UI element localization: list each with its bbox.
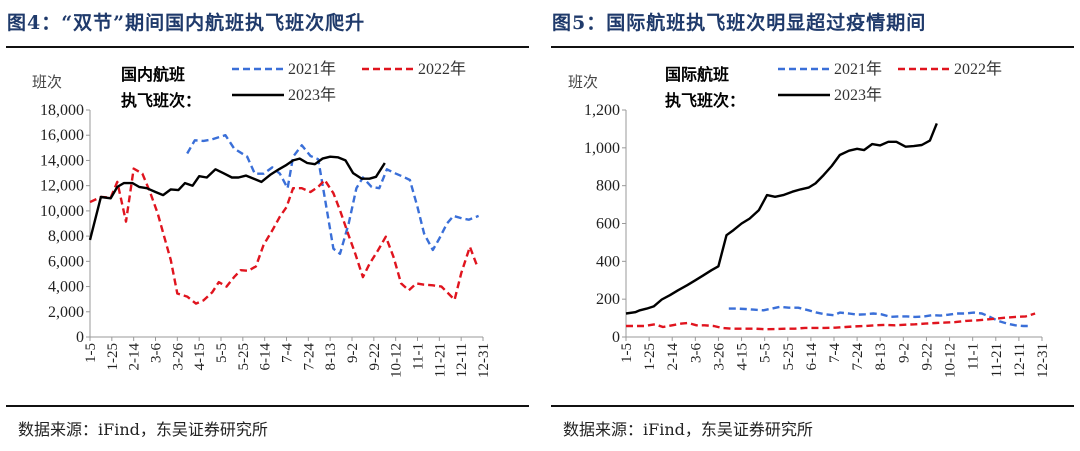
x-tick-label: 1-25 xyxy=(105,343,121,371)
figure-title: 图4：“双节”期间国内航班执飞班次爬升 xyxy=(7,12,366,34)
x-tick-label: 6-14 xyxy=(804,343,820,371)
x-tick-label: 9-2 xyxy=(896,343,912,363)
legend-title: 执飞班次： xyxy=(665,91,745,110)
y-axis-label: 班次 xyxy=(32,74,62,91)
figure-4-panel: 图4：“双节”期间国内航班执飞班次爬升 0 2,000 4,000 6,000 8,00… xyxy=(0,0,535,451)
x-tick-label: 1-25 xyxy=(642,343,658,371)
y-tick-label: 400 xyxy=(596,253,620,270)
x-tick-label: 2-14 xyxy=(665,343,681,371)
legend-label: 2021年 xyxy=(288,60,336,78)
y-tick-label: 8,000 xyxy=(48,228,84,245)
domestic-flights-chart: 0 2,000 4,000 6,000 8,000 10,000 12,000 14,000 1… xyxy=(32,60,492,378)
legend-label: 2023年 xyxy=(834,86,882,104)
y-tick-label: 16,000 xyxy=(40,127,84,144)
y-tick-label: 18,000 xyxy=(40,102,84,119)
top-rule xyxy=(551,46,1074,48)
y-tick-label: 0 xyxy=(76,329,84,346)
y-tick-label: 1,000 xyxy=(584,140,620,157)
y-tick-label: 1,200 xyxy=(584,102,620,119)
legend-label: 2022年 xyxy=(954,60,1002,78)
legend-label: 2021年 xyxy=(834,60,882,78)
x-tick-label: 4-15 xyxy=(192,343,208,371)
x-tick-label: 11-21 xyxy=(989,343,1005,377)
x-tick-label: 11-21 xyxy=(432,343,448,377)
y-axis-label: 班次 xyxy=(568,74,598,91)
x-tick-label: 9-22 xyxy=(919,343,935,371)
x-tick-label: 3-6 xyxy=(688,343,704,363)
series-line-2021 xyxy=(186,134,480,255)
x-tick-label: 7-4 xyxy=(280,343,296,363)
bottom-rule xyxy=(6,405,529,407)
x-tick-label: 10-12 xyxy=(389,343,405,378)
x-tick-label: 3-26 xyxy=(170,343,186,371)
x-tick-label: 10-12 xyxy=(943,343,959,378)
legend-label: 2022年 xyxy=(418,60,466,78)
y-tick-label: 6,000 xyxy=(48,253,84,270)
x-tick-label: 5-5 xyxy=(758,343,774,363)
legend-title: 国内航班 xyxy=(121,65,185,84)
legend-title: 执飞班次： xyxy=(121,91,201,110)
y-tick-label: 800 xyxy=(596,178,620,195)
y-tick-label: 600 xyxy=(596,216,620,233)
x-tick-label: 1-5 xyxy=(83,343,99,363)
x-tick-label: 6-14 xyxy=(258,343,274,371)
series-line-2023 xyxy=(625,122,938,315)
x-tick-label: 8-13 xyxy=(873,343,889,371)
source-note: 数据来源：iFind，东吴证券研究所 xyxy=(18,420,268,439)
international-flights-chart: 0 200 400 600 800 1,000 1,200 1-5 1-25 2-14 3-6 3-2… xyxy=(568,60,1051,378)
source-note: 数据来源：iFind，东吴证券研究所 xyxy=(563,420,813,439)
x-tick-label: 12-31 xyxy=(476,343,492,378)
x-tick-label: 7-24 xyxy=(850,343,866,371)
x-tick-label: 5-25 xyxy=(236,343,252,371)
series-line-2022 xyxy=(626,312,1036,331)
series-line-2021 xyxy=(728,305,1032,328)
figure-5-panel: 图5：国际航班执飞班次明显超过疫情期间 0 200 400 600 800 1,000 1,… xyxy=(545,0,1080,451)
top-rule xyxy=(6,46,529,48)
y-tick-label: 12,000 xyxy=(40,178,84,195)
x-tick-label: 3-26 xyxy=(711,343,727,371)
legend-label: 2023年 xyxy=(288,86,336,104)
x-tick-label: 12-11 xyxy=(1012,343,1028,377)
y-tick-label: 14,000 xyxy=(40,152,84,169)
bottom-rule xyxy=(551,405,1074,407)
x-tick-label: 7-24 xyxy=(301,343,317,371)
x-tick-label: 7-4 xyxy=(827,343,843,363)
x-tick-label: 9-2 xyxy=(345,343,361,363)
x-tick-label: 12-11 xyxy=(454,343,470,377)
x-tick-label: 5-25 xyxy=(781,343,797,371)
y-tick-label: 200 xyxy=(596,291,620,308)
x-tick-label: 5-5 xyxy=(214,343,230,363)
x-tick-label: 12-31 xyxy=(1035,343,1051,378)
figure-title: 图5：国际航班执飞班次明显超过疫情期间 xyxy=(552,12,927,34)
x-tick-label: 3-6 xyxy=(149,343,165,363)
series-line-2022 xyxy=(89,167,479,305)
y-tick-label: 0 xyxy=(612,329,620,346)
y-tick-label: 10,000 xyxy=(40,203,84,220)
x-tick-label: 4-15 xyxy=(735,343,751,371)
x-tick-label: 11-1 xyxy=(966,343,982,370)
legend-title: 国际航班 xyxy=(665,65,729,84)
x-tick-label: 11-1 xyxy=(411,343,427,370)
x-tick-label: 9-22 xyxy=(367,343,383,371)
x-tick-label: 2-14 xyxy=(127,343,143,371)
x-tick-label: 1-5 xyxy=(619,343,635,363)
y-tick-label: 2,000 xyxy=(48,304,84,321)
y-tick-label: 4,000 xyxy=(48,279,84,296)
x-tick-label: 8-13 xyxy=(323,343,339,371)
series-line-2023 xyxy=(88,155,386,241)
